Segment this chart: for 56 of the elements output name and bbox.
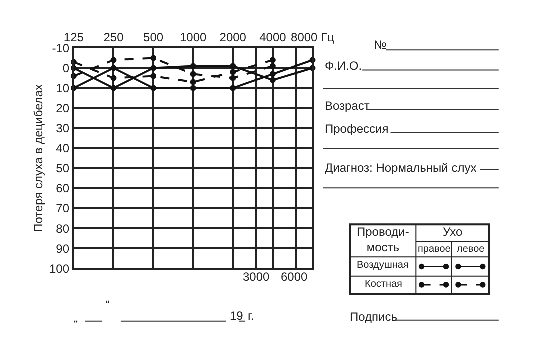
y-tick-label: 100: [50, 262, 70, 276]
y-tick-label: 30: [56, 122, 70, 136]
text: Подпись: [350, 310, 398, 324]
point: [110, 85, 117, 92]
point: [190, 63, 196, 70]
text: правое: [418, 244, 452, 255]
point: [270, 71, 276, 78]
point: [150, 73, 157, 80]
point: [150, 65, 157, 72]
text: г.: [248, 309, 254, 323]
point: [270, 57, 276, 64]
point: [190, 71, 196, 78]
point: [230, 75, 236, 82]
text: Воздушная: [357, 260, 409, 271]
point: [230, 85, 236, 92]
point: [110, 57, 117, 64]
text: 19: [230, 309, 244, 323]
y-tick-label: 60: [56, 182, 70, 196]
text: 6000: [281, 270, 308, 284]
y-tick-label: 0: [62, 61, 70, 76]
x-tick-label: 8000 Гц: [291, 30, 335, 44]
x-tick-label: 1000: [180, 30, 208, 44]
x-tick-label: 2000: [220, 30, 247, 44]
text: Диагноз: Нормальный слух: [325, 161, 477, 175]
text: Ф.И.О.: [325, 59, 362, 73]
x-tick-label: 4000: [260, 30, 287, 44]
point: [110, 75, 117, 82]
y-axis-title: Потеря слуха в децибелах: [31, 84, 46, 232]
text: Ухо: [443, 225, 463, 239]
point: [190, 79, 196, 86]
y-tick-label: 80: [56, 222, 70, 236]
x-tick-label: 250: [104, 30, 124, 44]
y-tick-label: 70: [56, 202, 70, 216]
text: Профессия: [325, 122, 389, 136]
text: Проводи- мость: [357, 225, 410, 255]
text: левое: [457, 244, 486, 255]
text: “: [106, 298, 110, 312]
y-tick-label: 10: [56, 81, 70, 96]
text: Костная: [365, 279, 402, 290]
point: [270, 77, 276, 84]
point: [150, 55, 157, 62]
y-tick-label: 50: [56, 162, 70, 176]
point: [150, 85, 157, 92]
text: „: [74, 311, 78, 325]
y-tick-label: 20: [56, 102, 70, 116]
x-tick-label: 500: [144, 30, 164, 44]
point: [190, 85, 196, 92]
text: 3000: [243, 270, 270, 284]
point: [270, 63, 276, 70]
point: [110, 65, 117, 72]
y-tick-label: 90: [56, 242, 70, 256]
point: [230, 69, 236, 76]
text: Возраст: [325, 99, 370, 113]
text: №: [374, 38, 387, 52]
y-tick-label: 40: [56, 142, 70, 156]
point: [230, 63, 236, 70]
